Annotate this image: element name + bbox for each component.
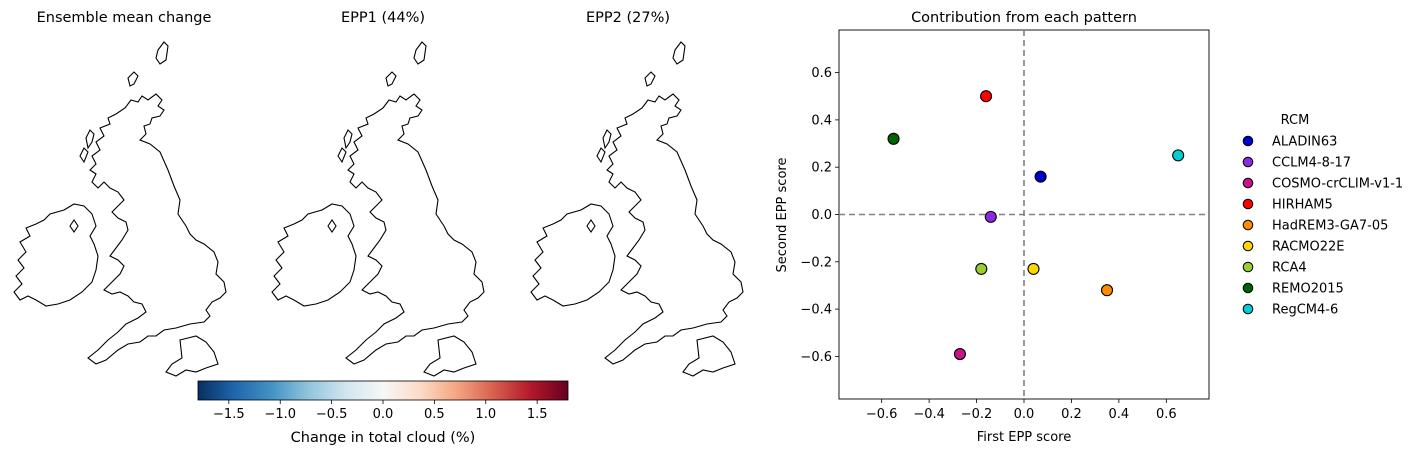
colorbar-gradient [197,380,569,401]
x-axis-ticks: −0.6 −0.4 −0.2 0.0 0.2 0.4 0.6 [866,399,1177,422]
colorbar-tick-label: 1.5 [527,407,548,422]
legend-label: COSMO-crCLIM-v1-1 [1272,177,1403,192]
legend-label: REMO2015 [1272,282,1344,297]
point-racmo22e [1027,262,1040,275]
y-tick-label: 0.6 [811,66,832,81]
point-cclm4-8-17 [984,210,997,223]
coastline-1 [13,41,227,377]
legend-marker [1242,177,1254,189]
scatter-chart: Contribution from each pattern −0.6 −0.4−… [775,10,1210,445]
map-panels: Ensemble mean change EPP1 (44%) EPP2 (27%) [13,10,744,377]
legend-marker [1242,135,1254,147]
legend-label: HadREM3-GA7-05 [1272,219,1388,234]
legend-marker [1242,198,1254,210]
map-field-2 [272,42,484,376]
x-tick-label: 0.6 [1156,407,1177,422]
legend-marker [1242,261,1254,273]
colorbar-tick-label: −1.5 [213,407,245,422]
map-field-3 [531,42,743,376]
legend-label: ALADIN63 [1272,135,1337,150]
map-field-1 [14,42,226,376]
colorbar-label: Change in total cloud (%) [291,430,476,446]
colorbar-ticks: −1.5 −1.0 −0.5 0.0 0.5 1.0 1.5 [213,400,548,422]
legend-marker [1242,156,1254,168]
legend-marker [1242,303,1254,315]
legend-marker [1242,240,1254,252]
point-hadrem3-ga7-05 [1100,284,1114,297]
legend-marker [1242,219,1254,231]
colorbar-tick-label: 0.0 [373,407,394,422]
map-panel-1 [13,41,227,377]
chart-title: Contribution from each pattern [911,10,1137,26]
map-title-2: EPP1 (44%) [341,10,425,26]
legend-title: RCM [1281,113,1310,128]
y-tick-label: −0.6 [800,350,832,365]
colorbar-tick-label: −0.5 [316,407,348,422]
colorbar-tick-label: −1.0 [264,407,296,422]
point-remo2015 [887,132,900,145]
colorbar-tick-label: 0.5 [424,407,445,422]
point-cosmo-crclim-v1-1 [953,348,967,361]
x-tick-label: 0.2 [1061,407,1082,422]
y-tick-label: 0.2 [811,161,832,176]
point-regcm4-6 [1172,149,1185,162]
legend: RCM ALADIN63 CCLM4-8-17 COSMO-crCLIM-v1-1 H… [1242,113,1403,318]
map-title-1: Ensemble mean change [37,10,212,26]
x-tick-label: −0.2 [961,407,993,422]
reference-lines [839,30,1209,399]
map-panel-3 [530,41,744,377]
legend-label: RegCM4-6 [1272,303,1338,318]
x-tick-label: 0.0 [1014,407,1035,422]
point-aladin63 [1034,170,1047,183]
colorbar-tick-label: 1.0 [475,407,496,422]
y-tick-label: −0.4 [800,303,832,318]
coastline-2 [271,41,485,377]
y-tick-label: 0.0 [811,208,832,223]
coastline-3 [530,41,744,377]
x-tick-label: 0.4 [1109,407,1130,422]
legend-label: RACMO22E [1272,240,1344,255]
y-axis-label: Second EPP score [775,158,790,273]
map-title-3: EPP2 (27%) [586,10,670,26]
point-hirham5 [980,90,993,103]
legend-label: RCA4 [1272,261,1307,276]
y-tick-label: −0.2 [800,255,832,270]
y-tick-label: 0.4 [811,113,832,128]
scatter-points [887,90,1185,361]
legend-label: CCLM4-8-17 [1272,156,1351,171]
colorbar: −1.5 −1.0 −0.5 0.0 0.5 1.0 1.5 Change in total… [197,380,569,446]
x-tick-label: −0.6 [866,407,898,422]
point-rca4 [975,262,988,275]
map-panel-2 [271,41,485,377]
x-axis-label: First EPP score [977,430,1071,445]
legend-marker [1242,282,1254,294]
y-axis-ticks: −0.6 −0.4 −0.2 0.0 0.2 0.4 0.6 [800,66,839,365]
legend-label: HIRHAM5 [1272,198,1333,213]
x-tick-label: −0.4 [913,407,945,422]
